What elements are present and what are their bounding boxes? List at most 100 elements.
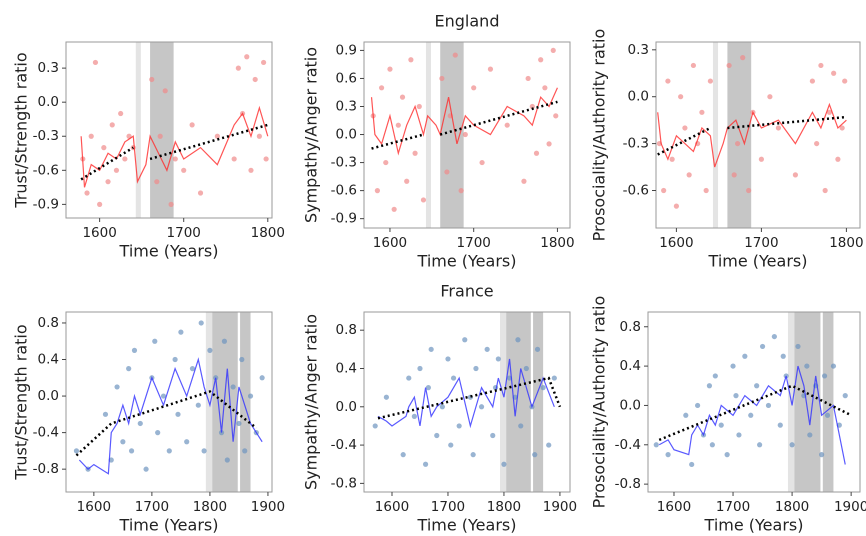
section-title: France bbox=[440, 282, 493, 301]
data-point bbox=[166, 448, 172, 454]
data-point bbox=[417, 365, 423, 372]
data-point bbox=[795, 343, 801, 350]
y-tick-label: 0.0 bbox=[628, 89, 649, 105]
data-point bbox=[690, 62, 697, 69]
data-point bbox=[724, 452, 730, 458]
data-point bbox=[731, 172, 737, 178]
y-tick-label: 0.3 bbox=[336, 98, 357, 114]
y-tick-label: 0.0 bbox=[336, 127, 357, 143]
data-point bbox=[404, 178, 410, 184]
period-span bbox=[240, 312, 251, 492]
data-point bbox=[235, 65, 241, 71]
data-point bbox=[754, 383, 760, 389]
data-point bbox=[422, 461, 429, 467]
data-point bbox=[143, 466, 149, 472]
period-span bbox=[440, 42, 464, 228]
data-point bbox=[178, 329, 184, 335]
panel: 0.8 0.4 0.0 -0.4 -0.8 1600 1700 1800 1900 Time (Y… bbox=[12, 311, 285, 535]
y-tick-label: -0.3 bbox=[331, 155, 357, 171]
data-point bbox=[707, 78, 714, 84]
plot-frame bbox=[65, 41, 273, 219]
data-point bbox=[259, 375, 265, 381]
data-point bbox=[239, 356, 245, 363]
data-point bbox=[456, 423, 462, 429]
trend-line bbox=[439, 100, 558, 136]
section-title: England bbox=[435, 12, 500, 31]
data-point bbox=[231, 156, 237, 162]
data-point bbox=[391, 206, 397, 212]
data-point bbox=[665, 78, 671, 84]
data-point bbox=[450, 375, 457, 381]
data-point bbox=[236, 420, 242, 427]
data-point bbox=[757, 442, 763, 448]
y-tick-label: 0.8 bbox=[620, 319, 641, 335]
data-point bbox=[128, 448, 135, 454]
y-tick-label: -0.4 bbox=[615, 437, 641, 453]
data-point bbox=[824, 412, 831, 418]
x-tick-label: 1700 bbox=[716, 499, 750, 515]
data-point bbox=[92, 59, 99, 66]
data-point bbox=[789, 442, 795, 448]
data-point bbox=[444, 169, 450, 175]
x-tick-label: 1700 bbox=[167, 225, 201, 241]
x-axis-label: Time (Years) bbox=[119, 516, 219, 535]
period-span bbox=[500, 312, 507, 492]
data-point bbox=[533, 150, 540, 156]
data-point bbox=[736, 432, 742, 438]
data-point bbox=[703, 187, 709, 194]
data-point bbox=[198, 320, 204, 326]
data-point bbox=[735, 140, 741, 147]
x-tick-label: 1700 bbox=[135, 499, 169, 515]
data-point bbox=[695, 402, 701, 409]
data-point bbox=[189, 122, 195, 128]
data-point bbox=[518, 423, 524, 429]
y-tick-label: -0.9 bbox=[331, 211, 357, 227]
y-tick-label: 0.6 bbox=[336, 70, 357, 86]
y-tick-label: 0.8 bbox=[336, 322, 357, 338]
data-point bbox=[412, 150, 418, 156]
data-point bbox=[814, 140, 820, 147]
data-point bbox=[726, 62, 732, 69]
data-point bbox=[428, 346, 434, 352]
x-tick-label: 1800 bbox=[251, 225, 285, 241]
data-point bbox=[126, 366, 132, 372]
data-point bbox=[162, 88, 168, 94]
x-tick-label: 1600 bbox=[77, 499, 111, 515]
data-point bbox=[706, 383, 713, 389]
data-point bbox=[534, 346, 541, 352]
plot-area bbox=[80, 42, 269, 218]
y-tick-label: -0.3 bbox=[33, 128, 59, 144]
data-point bbox=[758, 156, 765, 162]
data-point bbox=[478, 404, 485, 410]
data-point bbox=[683, 412, 689, 418]
data-point bbox=[462, 131, 468, 138]
data-point bbox=[470, 452, 476, 458]
data-point bbox=[822, 187, 828, 194]
data-point bbox=[425, 385, 431, 391]
y-tick-label: -0.8 bbox=[331, 475, 357, 491]
x-tick-label: 1800 bbox=[193, 499, 227, 515]
data-point bbox=[172, 356, 178, 363]
x-axis-label: Time (Years) bbox=[417, 516, 517, 535]
data-point bbox=[181, 167, 187, 173]
data-point bbox=[137, 420, 143, 427]
trend-line bbox=[80, 146, 134, 181]
data-point bbox=[175, 411, 181, 417]
x-axis-label: Time (Years) bbox=[417, 252, 517, 271]
trend-line bbox=[658, 384, 852, 442]
y-axis-label: Prosociality/Authority ratio bbox=[590, 29, 609, 242]
plot-area bbox=[656, 42, 848, 228]
data-point bbox=[842, 78, 848, 84]
series-line bbox=[377, 358, 555, 429]
data-point bbox=[515, 337, 521, 343]
data-point bbox=[378, 85, 385, 91]
plot-area bbox=[372, 312, 562, 492]
data-point bbox=[835, 156, 841, 162]
x-axis-label: Time (Years) bbox=[704, 516, 804, 535]
data-point bbox=[97, 201, 103, 207]
y-tick-label: 0.3 bbox=[628, 42, 649, 58]
data-point bbox=[546, 141, 552, 147]
data-point bbox=[792, 172, 799, 178]
data-point bbox=[542, 85, 548, 91]
